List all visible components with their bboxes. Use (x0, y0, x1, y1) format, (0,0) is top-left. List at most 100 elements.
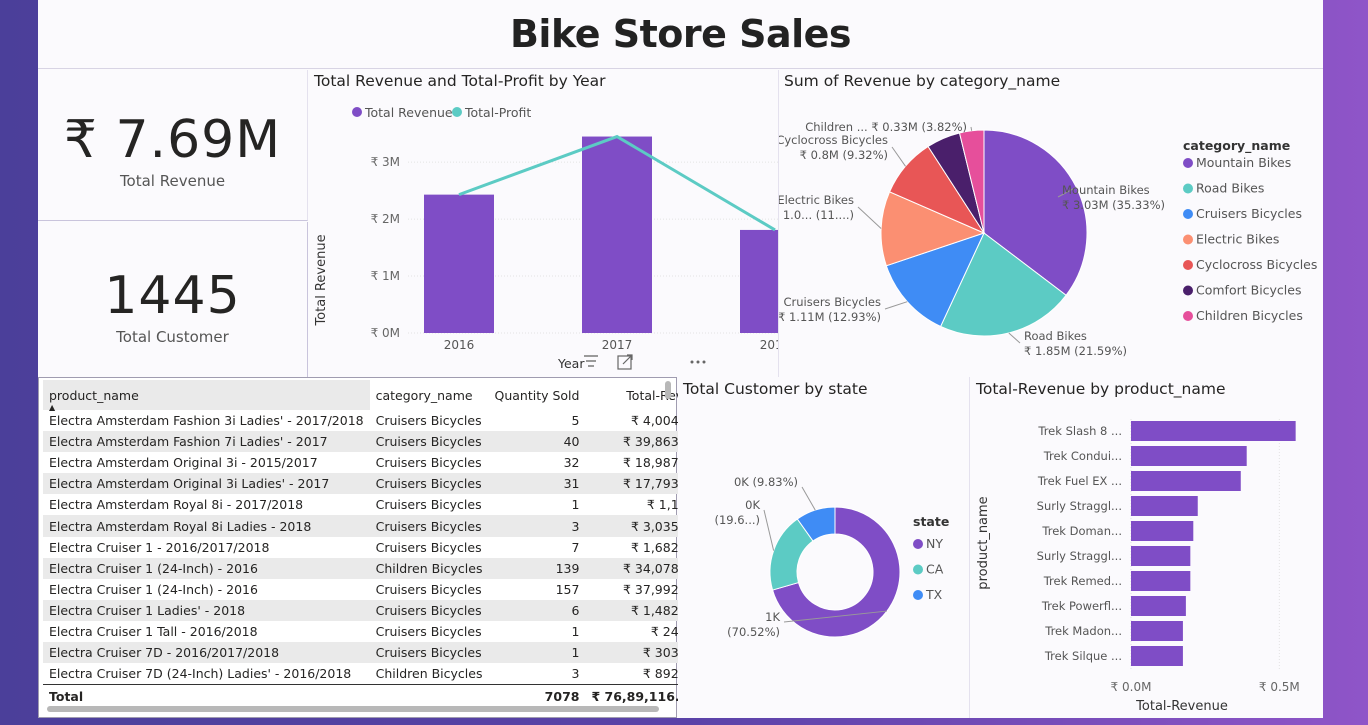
table-row[interactable]: Electra Amsterdam Royal 8i - 2017/2018 Cr… (43, 494, 720, 515)
cell-quantity: 3 (488, 515, 586, 537)
category-legend-label[interactable]: Mountain Bikes (1196, 155, 1291, 170)
more-options-icon[interactable] (690, 360, 706, 364)
product-table[interactable]: product_name ▲ category_name Quantity So… (38, 377, 721, 718)
table-row[interactable]: Electra Cruiser 1 Tall - 2016/2018 Cruise… (43, 621, 720, 642)
customer-card[interactable]: 1445 Total Customer (38, 222, 308, 377)
revenue-bar-2018[interactable] (740, 229, 778, 333)
column-header-quantity[interactable]: Quantity Sold (494, 387, 580, 403)
pie-value-label: ₹ 1.11M (12.93%) (779, 310, 881, 324)
state-legend[interactable]: NY CA TX (913, 536, 944, 602)
donut-value-label: (19.6...) (714, 513, 760, 527)
category-legend-label[interactable]: Comfort Bicycles (1196, 283, 1301, 298)
pie-slice-cruisers-bicycles[interactable] (885, 232, 985, 328)
pie-data-label: Electric Bikes (779, 193, 854, 207)
revenue-profit-visual[interactable]: Total Revenue and Total-Profit by Year T… (308, 70, 778, 377)
product-bar[interactable] (1131, 471, 1241, 491)
table-row[interactable]: Electra Amsterdam Original 3i - 2015/201… (43, 452, 720, 473)
table-row[interactable]: Electra Cruiser 1 (24-Inch) - 2016 Cruise… (43, 579, 720, 600)
product-tick-label: Trek Powerfl... (1041, 599, 1122, 613)
donut-slice-ny[interactable] (771, 506, 901, 638)
cell-quantity: 6 (488, 599, 586, 621)
product-bar[interactable] (1131, 571, 1191, 591)
product-bar[interactable] (1131, 421, 1296, 441)
revenue-bar-2017[interactable] (582, 136, 652, 333)
table-row[interactable]: Electra Amsterdam Fashion 7i Ladies' - 2… (43, 431, 721, 453)
pie-slice-electric-bikes[interactable] (880, 191, 986, 267)
pie-data-label: Cruisers Bicycles (784, 295, 881, 309)
category-pie-chart[interactable]: Mountain Bikes₹ 3.03M (35.33%)Road Bikes… (779, 70, 1324, 377)
table-row[interactable]: Electra Cruiser 1 - 2016/2017/2018 Cruise… (43, 537, 720, 558)
product-bar[interactable] (1131, 646, 1183, 666)
y-tick-label: ₹ 3M (371, 155, 400, 169)
cell-category: Cruisers Bicycles (369, 515, 489, 537)
state-donut-title: Total Customer by state (683, 380, 868, 398)
cell-category: Cruisers Bicycles (369, 599, 489, 621)
pie-leader-line (1008, 332, 1021, 344)
pie-slice-children-bicycles[interactable] (958, 129, 985, 234)
product-revenue-visual[interactable]: Total-Revenue by product_name ₹ 0.0M ₹ 0.… (969, 377, 1323, 718)
product-tick-label: Surly Straggl... (1037, 499, 1122, 513)
pie-slice-road-bikes[interactable] (939, 232, 1067, 337)
product-table-grid: product_name ▲ category_name Quantity So… (43, 380, 721, 709)
state-legend-label[interactable]: TX (925, 587, 943, 602)
product-bar[interactable] (1131, 596, 1186, 616)
category-legend-label[interactable]: Road Bikes (1196, 181, 1264, 196)
category-pie-title: Sum of Revenue by category_name (784, 72, 1061, 90)
product-bar[interactable] (1131, 546, 1191, 566)
category-legend-label[interactable]: Cruisers Bicycles (1196, 206, 1302, 221)
state-legend-label[interactable]: NY (926, 536, 943, 551)
profit-line[interactable] (458, 134, 776, 232)
product-bar[interactable] (1131, 446, 1247, 466)
vertical-scrollbar[interactable] (665, 381, 671, 399)
donut-data-label: 0K (9.83%) (734, 475, 798, 489)
category-legend-label[interactable]: Children Bicycles (1196, 308, 1303, 323)
revenue-profit-legend[interactable]: Total Revenue Total-Profit (352, 105, 531, 120)
table-row[interactable]: Electra Amsterdam Original 3i Ladies' - … (43, 473, 721, 495)
pie-data-label: Children ... ₹ 0.33M (3.82%) (805, 120, 967, 134)
donut-slice-tx[interactable] (796, 506, 836, 542)
product-revenue-title: Total-Revenue by product_name (976, 380, 1226, 398)
table-row[interactable]: Electra Amsterdam Royal 8i Ladies - 2018… (43, 515, 721, 537)
pie-slice-mountain-bikes[interactable] (983, 129, 1088, 296)
category-pie-visual[interactable]: Sum of Revenue by category_name Mountain… (778, 70, 1323, 377)
state-donut-chart[interactable]: 1K(70.52%) 0K(19.6...) 0K (9.83%) state NY… (678, 377, 968, 718)
donut-leader-line (783, 610, 888, 623)
product-bar[interactable] (1131, 621, 1183, 641)
category-legend-label[interactable]: Electric Bikes (1196, 232, 1279, 247)
product-revenue-chart[interactable]: ₹ 0.0M ₹ 0.5M Trek Slash 8 ... Trek Condui.… (970, 377, 1324, 718)
donut-value-label: (70.52%) (727, 625, 780, 639)
column-header-product[interactable]: product_name ▲ (43, 380, 370, 412)
product-tick-label: Trek Doman... (1041, 524, 1122, 538)
product-tick-label: Trek Madon... (1044, 624, 1122, 638)
revenue-card-label: Total Revenue (119, 172, 226, 190)
cell-quantity: 31 (488, 473, 586, 495)
category-legend-label[interactable]: Cyclocross Bicycles (1196, 257, 1317, 272)
state-legend-label[interactable]: CA (926, 562, 944, 577)
filter-icon[interactable] (584, 355, 598, 367)
legend-label-0: Total Revenue (364, 105, 453, 120)
cell-product: Electra Amsterdam Royal 8i - 2017/2018 (49, 497, 304, 513)
column-header-category[interactable]: category_name (375, 387, 473, 403)
revenue-card[interactable]: ₹ 7.69M Total Revenue (38, 70, 308, 221)
revenue-bar-2016[interactable] (424, 194, 494, 333)
cell-quantity: 1 (488, 642, 586, 664)
table-row[interactable]: Electra Cruiser 7D - 2016/2017/2018 Cruis… (43, 642, 721, 664)
state-donut-visual[interactable]: Total Customer by state 1K (70.52%) 0K (19.… (678, 377, 968, 718)
product-bar[interactable] (1131, 521, 1194, 541)
table-row[interactable]: Electra Cruiser 1 (24-Inch) - 2016 Childr… (43, 557, 721, 579)
focus-mode-icon[interactable] (617, 354, 633, 370)
state-legend-marker (913, 590, 923, 600)
cell-category: Children Bicycles (375, 665, 483, 681)
product-tick-label: Trek Fuel EX ... (1037, 474, 1122, 488)
table-row[interactable]: Electra Cruiser 7D (24-Inch) Ladies' - 2… (43, 663, 720, 684)
product-bar[interactable] (1131, 496, 1198, 516)
table-row[interactable]: Electra Amsterdam Fashion 3i Ladies' - 2… (43, 410, 720, 431)
revenue-profit-chart[interactable]: Total Revenue Total-Profit ₹ 0M ₹ 1M ₹ 2M ₹ … (308, 70, 778, 377)
cell-product: Electra Amsterdam Fashion 7i Ladies' - 2… (43, 431, 370, 453)
product-tick-label: Trek Remed... (1043, 574, 1122, 588)
category-legend[interactable]: Mountain Bikes Road Bikes Cruisers Bicycle… (1183, 155, 1317, 323)
table-row[interactable]: Electra Cruiser 1 Ladies' - 2018 Cruisers… (43, 599, 721, 621)
y-tick-label: ₹ 1M (371, 269, 400, 283)
horizontal-scrollbar[interactable] (47, 706, 659, 712)
legend-label-1: Total-Profit (464, 105, 531, 120)
